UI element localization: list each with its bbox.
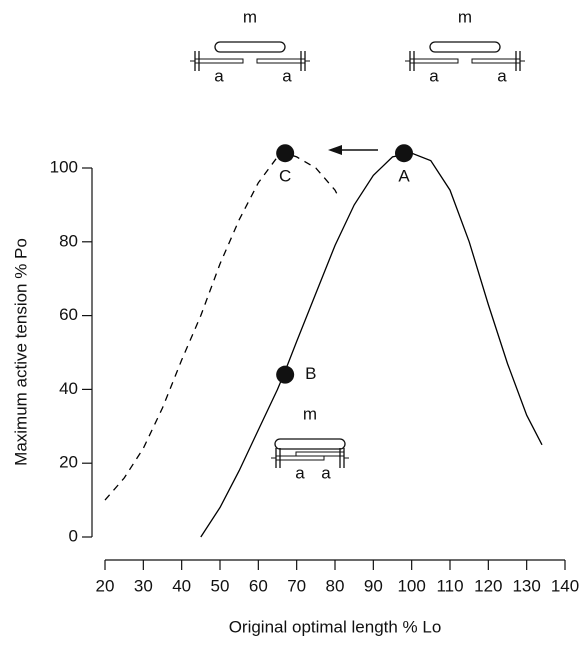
- myosin-filament: [214, 41, 286, 53]
- x-tick-label: 40: [172, 576, 191, 595]
- x-tick-label: 70: [287, 576, 306, 595]
- actin-label: a: [295, 463, 305, 482]
- x-tick-label: 110: [436, 576, 463, 595]
- myosin-filament: [274, 438, 346, 450]
- point-label: A: [398, 167, 410, 186]
- x-tick-label: 90: [364, 576, 383, 595]
- arrow-head: [328, 145, 342, 155]
- myosin-filament: [429, 41, 501, 53]
- actin-label: a: [497, 66, 507, 85]
- actin-label: a: [282, 66, 292, 85]
- actin-filament: [194, 58, 244, 64]
- x-tick-label: 130: [512, 576, 540, 595]
- actin-label: a: [429, 66, 439, 85]
- x-tick-label: 20: [96, 576, 115, 595]
- myosin-label: m: [243, 7, 257, 26]
- x-tick-label: 50: [211, 576, 230, 595]
- x-tick-label: 140: [551, 576, 579, 595]
- actin-label: a: [214, 66, 224, 85]
- actin-filament: [295, 451, 345, 457]
- x-tick-label: 60: [249, 576, 268, 595]
- myosin-label: m: [458, 7, 472, 26]
- y-tick-label: 80: [59, 231, 78, 250]
- x-tick-label: 100: [397, 576, 425, 595]
- actin-filament: [471, 58, 521, 64]
- y-axis-label: Maximum active tension % Po: [11, 238, 30, 466]
- point: [276, 365, 295, 384]
- actin-filament: [275, 455, 325, 461]
- x-tick-label: 120: [474, 576, 502, 595]
- y-tick-label: 40: [59, 379, 78, 398]
- y-tick-label: 60: [59, 305, 78, 324]
- point: [276, 144, 295, 163]
- actin-label: a: [321, 463, 331, 482]
- actin-filament: [409, 58, 459, 64]
- y-tick-label: 20: [59, 453, 78, 472]
- curve: [104, 152, 340, 501]
- x-tick-label: 30: [134, 576, 153, 595]
- y-tick-label: 100: [50, 157, 78, 176]
- x-tick-label: 80: [326, 576, 345, 595]
- myosin-label: m: [303, 404, 317, 423]
- curve: [200, 152, 543, 538]
- point-label: C: [279, 167, 291, 186]
- y-tick-label: 0: [69, 526, 78, 545]
- actin-filament: [256, 58, 306, 64]
- point-label: B: [305, 364, 316, 383]
- point: [395, 144, 413, 163]
- x-axis-label: Original optimal length % Lo: [229, 617, 442, 636]
